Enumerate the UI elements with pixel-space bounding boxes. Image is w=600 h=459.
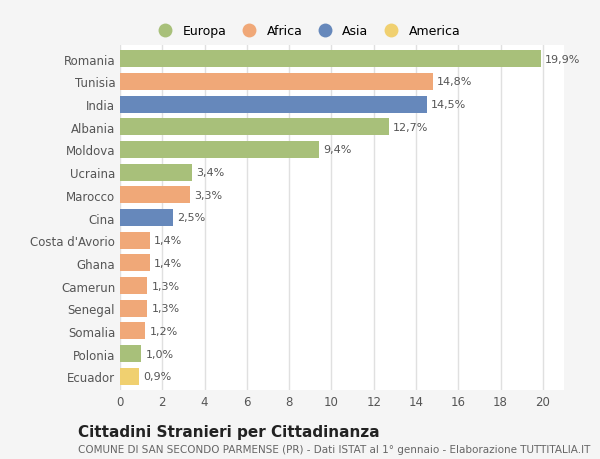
Bar — [120, 346, 141, 363]
Bar — [120, 164, 192, 181]
Text: 1,3%: 1,3% — [152, 303, 180, 313]
Text: 1,2%: 1,2% — [149, 326, 178, 336]
Text: 3,4%: 3,4% — [196, 168, 224, 178]
Text: 2,5%: 2,5% — [177, 213, 205, 223]
Text: 1,3%: 1,3% — [152, 281, 180, 291]
Text: 14,5%: 14,5% — [431, 100, 466, 110]
Bar — [120, 278, 148, 295]
Bar — [120, 255, 149, 272]
Text: Cittadini Stranieri per Cittadinanza: Cittadini Stranieri per Cittadinanza — [78, 425, 380, 440]
Bar — [120, 187, 190, 204]
Text: 9,4%: 9,4% — [323, 145, 352, 155]
Text: 3,3%: 3,3% — [194, 190, 222, 201]
Text: 1,4%: 1,4% — [154, 258, 182, 269]
Bar — [120, 232, 149, 249]
Bar — [120, 368, 139, 385]
Bar — [120, 119, 389, 136]
Text: COMUNE DI SAN SECONDO PARMENSE (PR) - Dati ISTAT al 1° gennaio - Elaborazione TU: COMUNE DI SAN SECONDO PARMENSE (PR) - Da… — [78, 444, 590, 454]
Text: 12,7%: 12,7% — [393, 123, 428, 133]
Text: 1,4%: 1,4% — [154, 235, 182, 246]
Legend: Europa, Africa, Asia, America: Europa, Africa, Asia, America — [150, 23, 463, 41]
Text: 1,0%: 1,0% — [145, 349, 173, 359]
Bar — [120, 323, 145, 340]
Text: 0,9%: 0,9% — [143, 372, 172, 381]
Bar — [120, 300, 148, 317]
Bar — [120, 141, 319, 158]
Bar — [120, 51, 541, 68]
Text: 14,8%: 14,8% — [437, 77, 473, 87]
Bar — [120, 96, 427, 113]
Bar — [120, 73, 433, 90]
Bar — [120, 209, 173, 227]
Text: 19,9%: 19,9% — [545, 55, 580, 64]
